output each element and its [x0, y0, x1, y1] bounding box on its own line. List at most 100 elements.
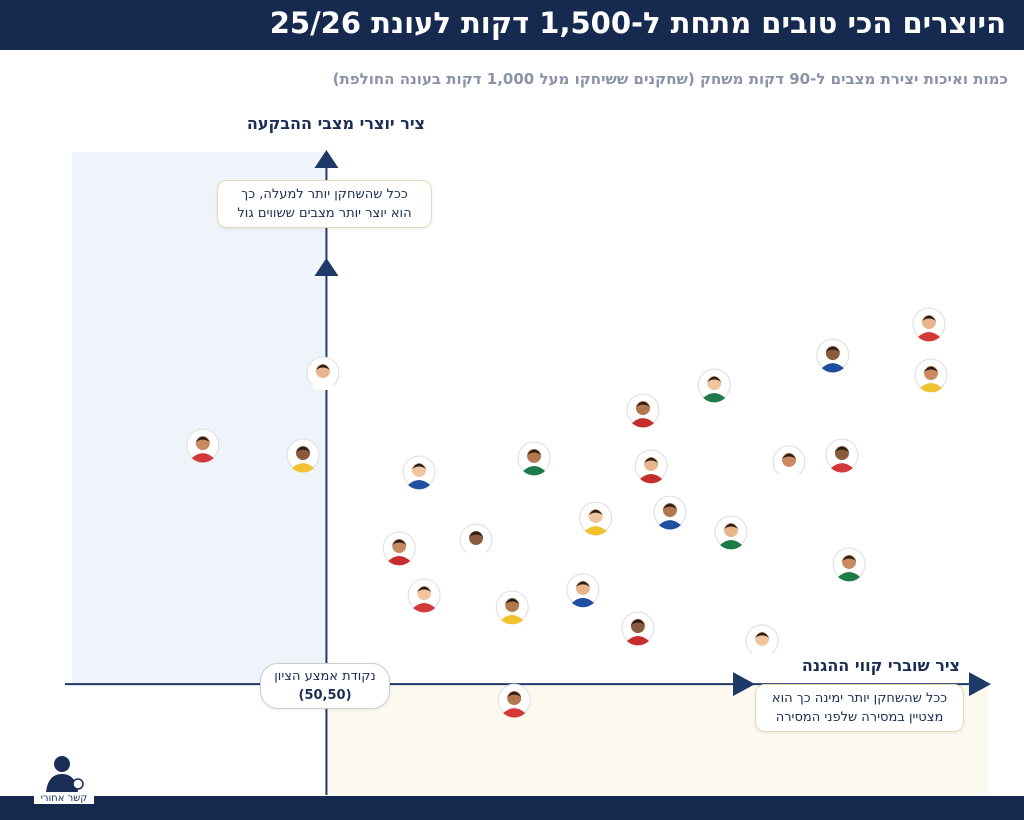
avatar-hair — [392, 539, 407, 545]
avatar-hair — [469, 531, 484, 538]
avatar-shirt — [821, 363, 844, 373]
avatar-shirt — [523, 465, 546, 476]
avatar-hair — [315, 364, 330, 371]
avatar-hair — [588, 509, 603, 516]
center-box: נקודת אמצע הציון (50,50) — [260, 663, 390, 709]
logo-body — [46, 774, 78, 792]
player-point — [497, 683, 531, 718]
avatar-shirt — [658, 520, 681, 530]
y-arrow — [314, 258, 339, 276]
avatar-hair — [924, 366, 939, 373]
avatar-hair — [296, 446, 311, 453]
logo-text: קשר אחורי — [34, 793, 94, 804]
avatar-shirt — [292, 463, 315, 473]
player-point — [697, 368, 731, 403]
avatar-shirt — [311, 381, 334, 391]
avatar-shirt — [413, 603, 436, 613]
avatar-shirt — [720, 540, 743, 550]
avatar-hair — [782, 453, 797, 459]
player-point — [517, 441, 551, 476]
quadrant-left — [72, 152, 327, 685]
header-bar — [0, 0, 1024, 50]
player-point — [459, 523, 493, 558]
avatar-shirt — [388, 555, 411, 566]
player-point — [832, 547, 866, 582]
avatar-shirt — [501, 614, 524, 625]
x-arrow — [733, 672, 755, 697]
x-arrow — [969, 672, 991, 697]
player-point — [816, 338, 850, 373]
avatar-hair — [724, 523, 739, 530]
player-point — [402, 455, 436, 490]
player-point — [714, 515, 748, 550]
x-note: ככל שהשחקן יותר ימינה כך הוא מצטיין במסי… — [755, 684, 964, 732]
avatar-shirt — [917, 332, 940, 342]
y-note: ככל שהשחקן יותר למעלה, כך הוא יוצר יותר … — [217, 180, 432, 228]
avatar-shirt — [920, 383, 943, 393]
avatar-hair — [834, 446, 849, 453]
avatar-shirt — [191, 453, 214, 463]
avatar-hair — [635, 401, 650, 408]
avatar-shirt — [778, 469, 801, 480]
avatar-shirt — [408, 479, 431, 490]
avatar-hair — [921, 315, 936, 322]
avatar-shirt — [584, 526, 607, 536]
player-point — [914, 358, 948, 393]
avatar-hair — [575, 581, 590, 587]
avatar-shirt — [503, 708, 526, 718]
chart-title: היוצרים הכי טובים מתחת ל-1,500 דקות לעונ… — [269, 6, 1006, 40]
logo-ball — [72, 778, 84, 790]
avatar-hair — [842, 555, 857, 561]
avatar-hair — [195, 436, 210, 443]
player-point — [825, 438, 859, 473]
avatar-shirt — [571, 597, 594, 608]
avatar-hair — [505, 598, 520, 604]
avatar-hair — [825, 346, 840, 353]
player-point — [407, 578, 441, 613]
avatar-hair — [707, 376, 722, 383]
player-point — [566, 573, 600, 608]
player-point — [912, 307, 946, 342]
y-note-line: ככל שהשחקן יותר למעלה, כך — [241, 187, 408, 202]
player-point — [621, 611, 655, 646]
player-point — [626, 393, 660, 428]
y-axis-label: ציר יוצרי מצבי ההבקעה — [246, 114, 425, 133]
x-note-line: מצטיין במסירה שלפני המסירה — [775, 710, 944, 725]
avatar-hair — [630, 619, 645, 626]
logo-icon — [46, 756, 84, 792]
player-point — [306, 356, 340, 391]
avatar-hair — [527, 449, 542, 455]
player-point — [634, 449, 668, 484]
avatar-shirt — [830, 463, 853, 473]
avatar-shirt — [640, 473, 663, 484]
player-point — [286, 438, 320, 473]
avatar-hair — [644, 457, 659, 463]
footer-bar — [0, 796, 1024, 820]
player-point — [186, 428, 220, 463]
player-point — [579, 501, 613, 536]
player-point — [382, 531, 416, 566]
player-point — [772, 445, 806, 480]
avatar-shirt — [703, 393, 726, 403]
subtitle: כמות ואיכות יצירת מצבים ל-90 דקות משחק (… — [332, 70, 1008, 88]
x-axis-label: ציר שוברי קווי ההגנה — [801, 656, 960, 675]
y-arrow — [314, 150, 339, 168]
avatar-hair — [412, 463, 427, 469]
player-point — [653, 495, 687, 530]
avatar-hair — [755, 632, 770, 638]
center-label: נקודת אמצע הציון — [274, 669, 376, 684]
y-note-line: הוא יוצר יותר מצבים ששווים גול — [237, 206, 412, 221]
player-point — [495, 590, 529, 625]
x-note-line: ככל שהשחקן יותר ימינה כך הוא — [771, 691, 948, 706]
avatar-hair — [417, 586, 432, 593]
logo-head — [54, 756, 70, 772]
avatar-hair — [662, 503, 677, 510]
avatar-hair — [507, 691, 522, 698]
avatar-shirt — [631, 418, 654, 428]
player-point — [745, 624, 779, 659]
avatar-shirt — [465, 548, 488, 558]
avatar-shirt — [838, 571, 861, 582]
center-text: (50,50) — [298, 688, 352, 703]
avatar-shirt — [626, 636, 649, 646]
